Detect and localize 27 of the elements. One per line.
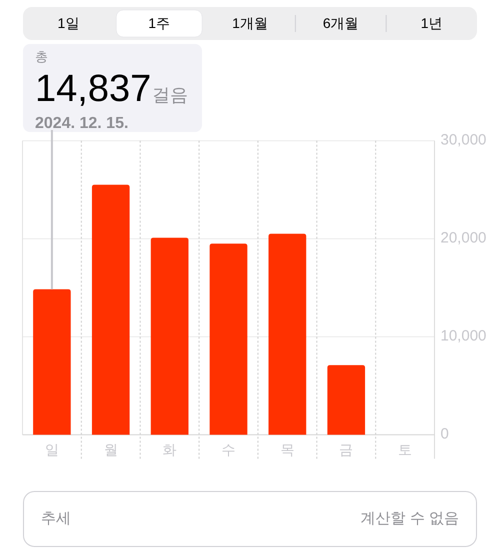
- x-tick-label: 일: [44, 441, 59, 458]
- text: 총: [35, 49, 48, 64]
- bar: [327, 365, 366, 435]
- annotation: 2024. 12. 15.: [35, 115, 128, 132]
- bar: [268, 234, 306, 435]
- x-tick-label: 화: [162, 441, 177, 458]
- x-tick-label: 목: [280, 441, 294, 458]
- text: 추세: [41, 510, 71, 527]
- bar: [210, 244, 248, 435]
- x-tick-label: 금: [339, 441, 354, 458]
- category-label: 1일: [58, 15, 80, 32]
- text: 14,837걸음: [35, 68, 188, 110]
- x-tick-label: 수: [222, 441, 236, 458]
- category-label: 6개월: [322, 15, 359, 32]
- category-label: 1개월: [232, 15, 268, 32]
- x-tick-label: 토: [398, 441, 412, 458]
- bar: [150, 238, 188, 435]
- y-tick-label: 20,000: [440, 230, 486, 247]
- category-label: 1주: [148, 15, 170, 32]
- category-label: 1년: [420, 15, 442, 32]
- y-tick-label: 10,000: [440, 328, 486, 345]
- bar: [92, 184, 130, 435]
- text: 계산할 수 없음: [360, 510, 459, 527]
- bar: [33, 289, 71, 435]
- y-tick-label: 0: [440, 426, 449, 443]
- y-tick-label: 30,000: [440, 132, 486, 149]
- x-tick-label: 월: [104, 441, 118, 458]
